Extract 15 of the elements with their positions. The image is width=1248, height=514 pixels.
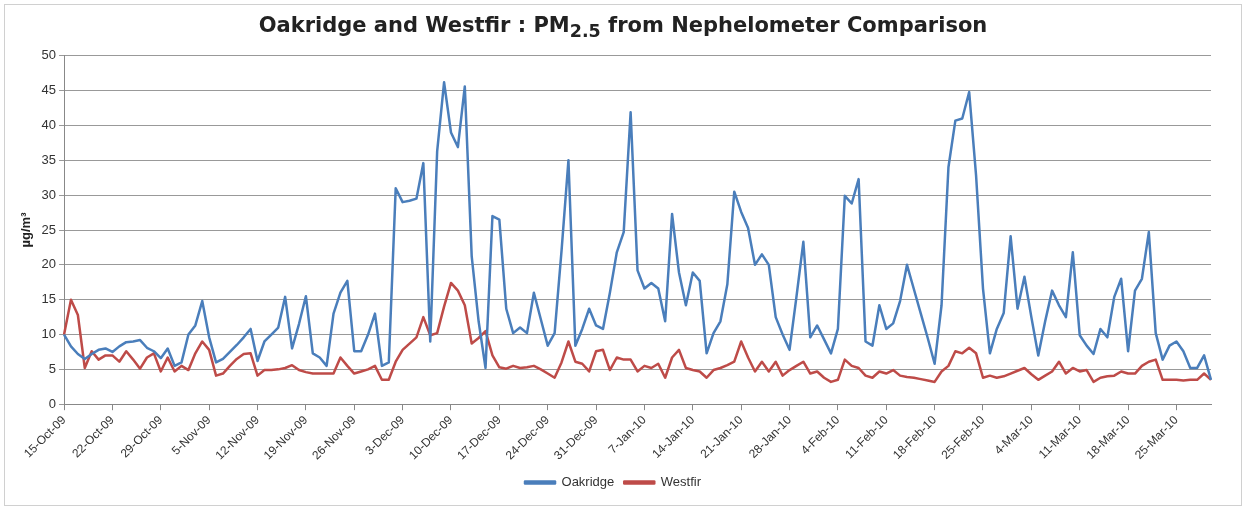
y-tick-label: 5 bbox=[48, 360, 57, 376]
y-tick-label: 40 bbox=[41, 117, 57, 133]
y-tick-label: 35 bbox=[41, 151, 57, 167]
legend-label: Oakridge bbox=[561, 474, 615, 490]
y-tick-label: 25 bbox=[41, 221, 57, 237]
chart-title: Oakridge and Westfir : PM$_{2.5}$ from Nephelometer Comparison bbox=[257, 13, 989, 42]
y-tick-label: 30 bbox=[41, 186, 57, 202]
legend-label: Westfir bbox=[660, 474, 702, 490]
y-tick-label: 0 bbox=[48, 395, 57, 411]
y-axis-title: µg/m³ bbox=[18, 211, 34, 248]
y-tick-label: 10 bbox=[41, 326, 57, 342]
y-tick-label: 50 bbox=[41, 47, 57, 63]
y-tick-label: 20 bbox=[41, 256, 57, 272]
y-tick-label: 15 bbox=[41, 291, 57, 307]
y-tick-label: 45 bbox=[41, 82, 57, 98]
